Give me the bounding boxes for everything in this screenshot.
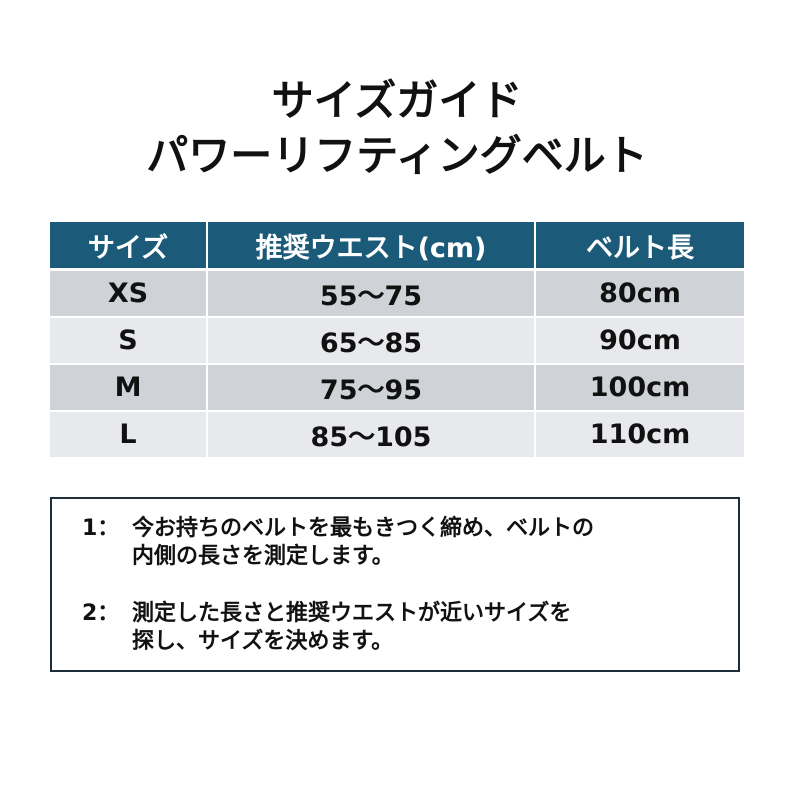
instruction-text-line: 探し、サイズを決めます。 [132, 629, 394, 654]
instruction-1: 1： 今お持ちのベルトを最もきつく締め、ベルトの 内側の長さを測定します。 [82, 515, 594, 571]
cell-size: L [50, 412, 206, 459]
header-size: サイズ [50, 222, 206, 271]
header-belt-length: ベルト長 [534, 222, 744, 271]
title-line-1: サイズガイド [271, 76, 523, 125]
cell-waist: 85〜105 [206, 412, 534, 459]
cell-belt-length: 110cm [534, 412, 744, 459]
title-line-2: パワーリフティングベルト [146, 131, 648, 180]
instruction-text-line: 今お持ちのベルトを最もきつく締め、ベルトの [132, 516, 595, 541]
instruction-text-line: 測定した長さと推奨ウエストが近いサイズを [132, 601, 572, 626]
cell-waist: 75〜95 [206, 365, 534, 412]
table-row: XS 55〜75 80cm [50, 271, 744, 318]
instruction-number: 2： [82, 601, 120, 626]
instruction-2: 2： 測定した長さと推奨ウエストが近いサイズを 探し、サイズを決めます。 [82, 600, 571, 656]
instructions-box: 1： 今お持ちのベルトを最もきつく締め、ベルトの 内側の長さを測定します。 2：… [50, 497, 740, 672]
table-header-row: サイズ 推奨ウエスト(cm) ベルト長 [50, 222, 744, 271]
table-row: L 85〜105 110cm [50, 412, 744, 459]
instruction-number: 1： [82, 516, 120, 541]
cell-size: M [50, 365, 206, 412]
cell-size: XS [50, 271, 206, 318]
header-waist: 推奨ウエスト(cm) [206, 222, 534, 271]
table-row: S 65〜85 90cm [50, 318, 744, 365]
cell-belt-length: 100cm [534, 365, 744, 412]
cell-waist: 65〜85 [206, 318, 534, 365]
table-row: M 75〜95 100cm [50, 365, 744, 412]
cell-belt-length: 80cm [534, 271, 744, 318]
cell-size: S [50, 318, 206, 365]
cell-waist: 55〜75 [206, 271, 534, 318]
cell-belt-length: 90cm [534, 318, 744, 365]
size-table: サイズ 推奨ウエスト(cm) ベルト長 XS 55〜75 80cm S 65〜8… [50, 222, 744, 459]
instruction-text-line: 内側の長さを測定します。 [132, 544, 394, 569]
